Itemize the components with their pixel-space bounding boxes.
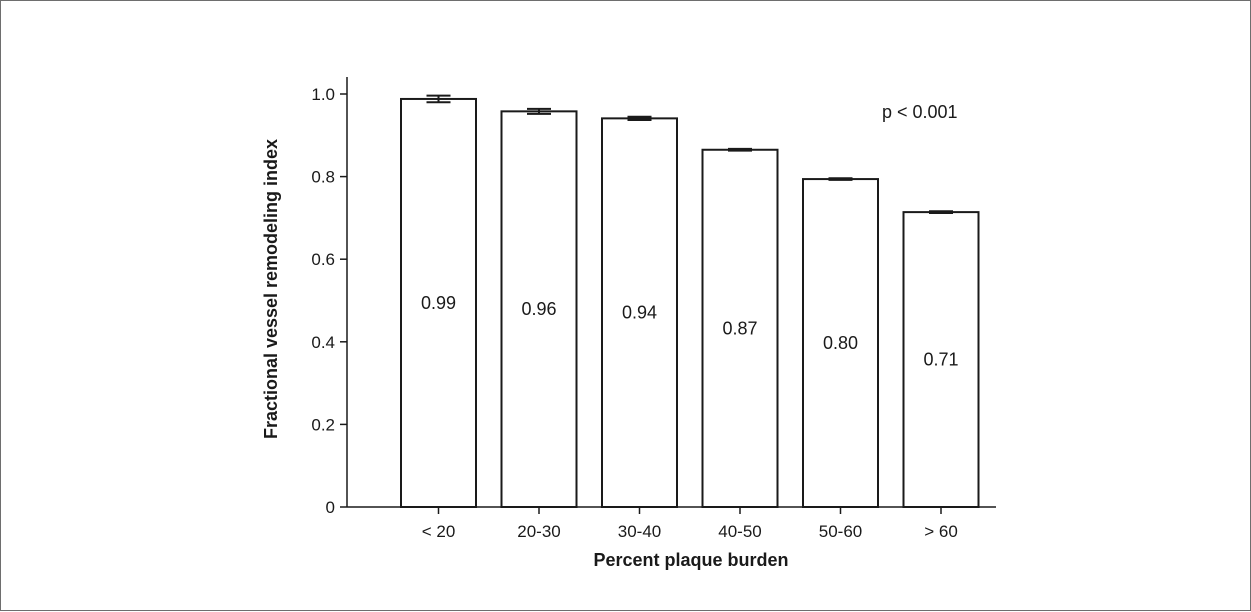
y-tick-label: 0.6 bbox=[311, 250, 335, 269]
x-tick-label: < 20 bbox=[422, 522, 456, 541]
x-tick-label: 30-40 bbox=[618, 522, 661, 541]
x-tick-label: 50-60 bbox=[819, 522, 862, 541]
y-tick-label: 0 bbox=[326, 498, 335, 517]
y-tick-label: 0.8 bbox=[311, 168, 335, 187]
x-axis-title: Percent plaque burden bbox=[593, 550, 788, 570]
bar-value-label: 0.71 bbox=[923, 350, 958, 370]
p-value-annotation: p < 0.001 bbox=[882, 102, 958, 122]
bar-value-label: 0.99 bbox=[421, 293, 456, 313]
bar-value-label: 0.87 bbox=[722, 318, 757, 338]
bar-value-label: 0.80 bbox=[823, 333, 858, 353]
x-tick-label: 20-30 bbox=[517, 522, 560, 541]
y-tick-label: 0.2 bbox=[311, 415, 335, 434]
y-tick-label: 0.4 bbox=[311, 333, 335, 352]
x-axis: < 20 20-30 30-40 40-50 50-60 > 60 bbox=[347, 506, 996, 541]
bar bbox=[400, 97, 477, 509]
x-tick-label: > 60 bbox=[924, 522, 958, 541]
y-axis-title: Fractional vessel remodeling index bbox=[261, 139, 281, 439]
bar bbox=[500, 110, 578, 508]
bar-value-label: 0.94 bbox=[622, 303, 657, 323]
bar bbox=[701, 148, 779, 508]
bars: 0.99 0.96 0.94 0.87 0.80 0.71 bbox=[400, 94, 980, 509]
x-tick-label: 40-50 bbox=[718, 522, 761, 541]
bar-value-label: 0.96 bbox=[521, 299, 556, 319]
y-axis: 0 0.2 0.4 0.6 0.8 1.0 bbox=[311, 77, 348, 517]
y-tick-label: 1.0 bbox=[311, 85, 335, 104]
bar bbox=[802, 178, 879, 508]
bar bbox=[601, 117, 678, 508]
bar bbox=[902, 211, 980, 508]
